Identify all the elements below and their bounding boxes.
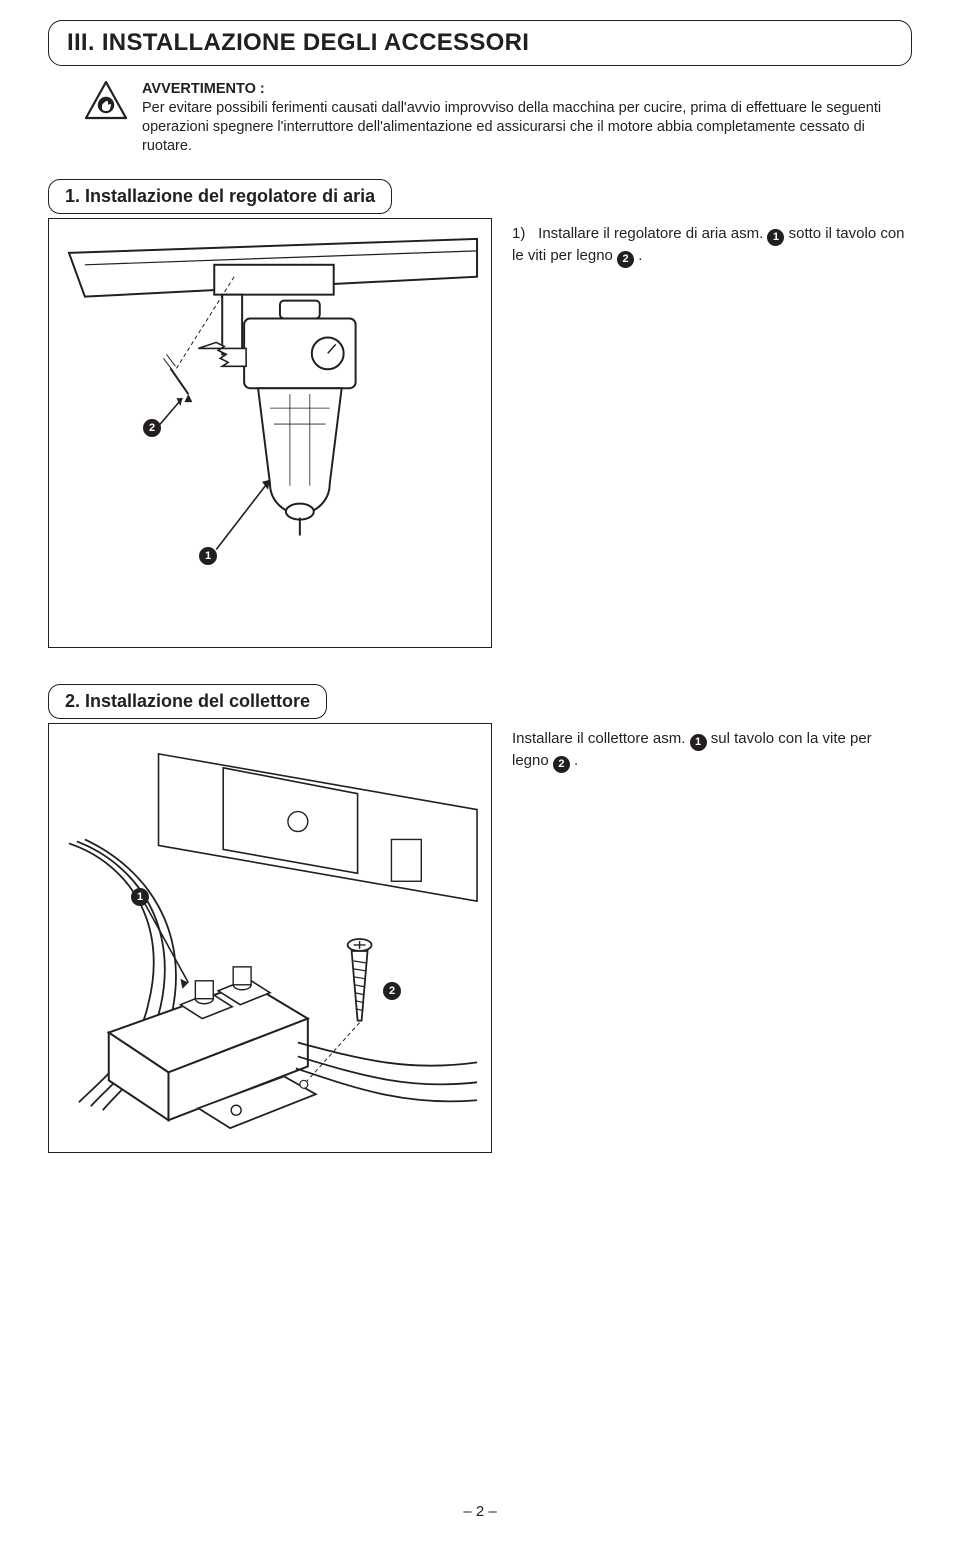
section1-heading: 1. Installazione del regolatore di aria: [48, 179, 392, 214]
section1-step: 1) Installare il regolatore di aria asm.…: [512, 218, 912, 268]
section1-step-a: Installare il regolatore di aria asm.: [538, 225, 767, 242]
page-title-box: III. INSTALLAZIONE DEGLI ACCESSORI: [48, 20, 912, 66]
figure2-illustration: [49, 724, 491, 1152]
section2-row: 1 2 Installare il collettore asm. 1 sul …: [48, 723, 912, 1153]
section2-step-a: Installare il collettore asm.: [512, 730, 690, 747]
section1-ref2: 2: [617, 251, 634, 268]
section2-step-c: .: [574, 752, 578, 769]
warning-hand-icon: [84, 80, 128, 120]
figure1-box: 2 1: [48, 218, 492, 648]
figure1-callout-1: 1: [199, 547, 217, 565]
figure2-callout-1: 1: [131, 888, 149, 906]
figure2-box: 1 2: [48, 723, 492, 1153]
figure2-callout-2: 2: [383, 982, 401, 1000]
page-number: – 2 –: [0, 1503, 960, 1520]
section2-step: Installare il collettore asm. 1 sul tavo…: [512, 723, 912, 773]
page-title: III. INSTALLAZIONE DEGLI ACCESSORI: [67, 29, 893, 57]
warning-text: AVVERTIMENTO : Per evitare possibili fer…: [142, 80, 912, 157]
warning-block: AVVERTIMENTO : Per evitare possibili fer…: [84, 80, 912, 157]
warning-heading: AVVERTIMENTO :: [142, 81, 265, 97]
section2-heading: 2. Installazione del collettore: [48, 684, 327, 719]
section2-ref2: 2: [553, 756, 570, 773]
section1-step-c: .: [638, 247, 642, 264]
figure1-illustration: [49, 219, 491, 647]
section1-row: 2 1 1) Installare il regolatore di aria …: [48, 218, 912, 648]
figure1-callout-2: 2: [143, 419, 161, 437]
section1-step-num: 1): [512, 224, 534, 244]
section2-ref1: 1: [690, 734, 707, 751]
warning-body: Per evitare possibili ferimenti causati …: [142, 100, 881, 154]
section1-ref1: 1: [767, 229, 784, 246]
